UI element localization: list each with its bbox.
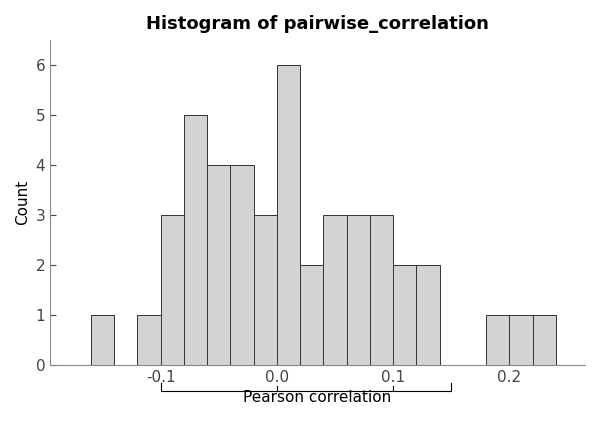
- Bar: [347, 215, 370, 365]
- X-axis label: Pearson correlation: Pearson correlation: [244, 390, 392, 405]
- Bar: [137, 315, 161, 365]
- Bar: [207, 165, 230, 365]
- Bar: [370, 215, 393, 365]
- Bar: [416, 265, 440, 365]
- Bar: [91, 315, 114, 365]
- Bar: [230, 165, 254, 365]
- Y-axis label: Count: Count: [15, 180, 30, 225]
- Title: Histogram of pairwise_correlation: Histogram of pairwise_correlation: [146, 15, 489, 33]
- Bar: [254, 215, 277, 365]
- Bar: [393, 265, 416, 365]
- Bar: [300, 265, 323, 365]
- Bar: [509, 315, 533, 365]
- Bar: [323, 215, 347, 365]
- Bar: [277, 65, 300, 365]
- Bar: [533, 315, 556, 365]
- Bar: [184, 115, 207, 365]
- Bar: [486, 315, 509, 365]
- Bar: [161, 215, 184, 365]
